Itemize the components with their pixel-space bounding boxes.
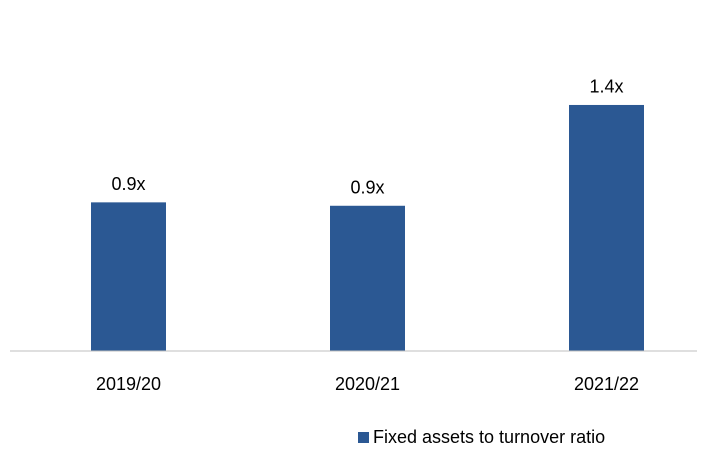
legend-label: Fixed assets to turnover ratio <box>373 427 605 447</box>
bar <box>91 202 166 351</box>
bar <box>330 205 405 351</box>
x-tick-label: 2019/20 <box>96 374 161 394</box>
data-label: 0.9x <box>111 174 145 194</box>
legend-swatch <box>358 432 369 443</box>
bar <box>569 104 644 351</box>
data-label: 1.4x <box>589 77 623 97</box>
data-label: 0.9x <box>350 178 384 198</box>
x-tick-label: 2020/21 <box>335 374 400 394</box>
x-tick-label: 2021/22 <box>574 374 639 394</box>
